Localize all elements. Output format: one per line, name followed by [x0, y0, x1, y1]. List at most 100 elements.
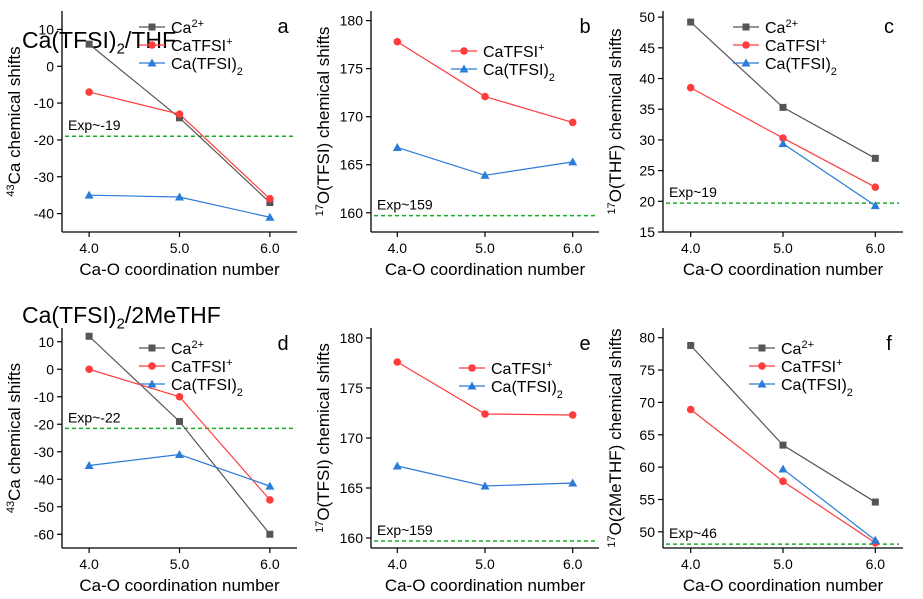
legend-label-sup: +: [836, 357, 842, 369]
legend-label-sub: 2: [549, 72, 555, 84]
legend-label-name: CaTFSI: [491, 361, 546, 378]
data-point-catfsi2: [392, 461, 402, 470]
y-axis-label-sup: 43: [5, 501, 17, 513]
x-tick-label: 6.0: [563, 556, 583, 572]
x-axis-label: Ca-O coordination number: [385, 260, 586, 279]
y-tick-label: -60: [34, 526, 54, 542]
data-point-catfsi: [779, 477, 787, 486]
legend-marker-catfsi: [148, 362, 156, 370]
y-tick-label: 160: [340, 205, 364, 221]
panel-c: 50 45 40 35 30 25 20 15 4.0 5.0 6.0 Ca-O coordinati…: [606, 9, 903, 279]
series-line-catfsi2: [89, 453, 271, 487]
legend-label-catfsi2: Ca(TFSI)2: [171, 377, 243, 399]
y-tick-label: 10: [38, 334, 54, 350]
data-point-catfsi: [85, 88, 93, 96]
legend-marker-catfsi: [460, 47, 468, 55]
data-point-catfsi2: [265, 481, 275, 490]
legend-label-sup: +: [820, 36, 826, 48]
y-axis-label-text: Ca chemical shifts: [5, 46, 24, 184]
data-point-ca2: [85, 332, 93, 340]
y-tick-label: 180: [340, 13, 364, 29]
panel-letter: b: [579, 16, 590, 38]
y-tick-label: 20: [639, 193, 655, 209]
legend-label-sup: 2+: [785, 18, 798, 30]
legend-marker-catfsi: [758, 362, 766, 370]
legend-label-name: Ca: [781, 341, 802, 358]
y-tick-label: 80: [639, 330, 655, 346]
exp-reference-label: Exp~159: [377, 522, 433, 538]
x-tick-label: 6.0: [260, 240, 280, 256]
legend-label-name: CaTFSI: [171, 359, 226, 376]
legend-label-sup: 2+: [801, 339, 814, 351]
legend-label-sup: +: [226, 357, 232, 369]
legend-label-name: CaTFSI: [171, 38, 226, 55]
legend-label-name: Ca(TFSI): [765, 56, 831, 73]
legend-label-sub: 2: [237, 387, 243, 399]
group-title-2methf-sub: 2: [116, 315, 125, 333]
panel-f: 80 75 70 65 60 55 50 4.0 5.0 6.0 Ca-O coordination…: [606, 328, 903, 595]
legend-label-name: CaTFSI: [781, 359, 836, 376]
legend-marker-catfsi: [468, 364, 476, 372]
legend-marker-catfsi2: [741, 58, 751, 67]
data-point-catfsi2: [84, 190, 94, 199]
x-tick-label: 5.0: [170, 556, 190, 572]
x-tick-label: 4.0: [79, 556, 99, 572]
legend-label-sup: 2+: [191, 339, 204, 351]
x-tick-label: 5.0: [475, 240, 495, 256]
y-tick-label: 55: [639, 491, 655, 507]
y-axis-label-text: O(THF) chemical shifts: [606, 28, 625, 202]
series-line-catfsi2: [782, 143, 876, 207]
group-title-2methf-text: Ca(TFSI): [22, 302, 117, 328]
legend-label-catfsi: CaTFSI+: [483, 42, 545, 61]
y-tick-label: 175: [340, 61, 364, 77]
legend-label-catfsi2: Ca(TFSI)2: [781, 377, 853, 399]
data-point-catfsi2: [480, 481, 490, 490]
x-tick-label: 6.0: [260, 556, 280, 572]
y-tick-label: 70: [639, 394, 655, 410]
legend-marker-ca2: [742, 23, 750, 31]
data-point-catfsi2: [568, 478, 578, 487]
data-point-catfsi: [85, 365, 93, 374]
y-tick-label: 60: [639, 459, 655, 475]
data-point-catfsi2: [568, 157, 578, 166]
y-tick-label: -30: [34, 444, 54, 460]
legend-marker-catfsi2: [147, 379, 157, 388]
legend-label-ca2: Ca2+: [781, 339, 814, 358]
group-title-thf-sub: 2: [116, 40, 125, 58]
y-axis-label: 17O(THF) chemical shifts: [606, 28, 625, 214]
data-point-catfsi: [175, 392, 184, 401]
group-title-2methf: Ca(TFSI)2/2MeTHF: [22, 302, 221, 333]
data-point-ca2: [687, 18, 695, 26]
y-tick-label: -10: [34, 389, 54, 405]
legend-label-catfsi2: Ca(TFSI)2: [765, 56, 837, 78]
series-line-catfsi2: [782, 468, 876, 541]
x-tick-label: 5.0: [170, 240, 190, 256]
x-tick-label: 6.0: [563, 240, 583, 256]
x-axis-label: Ca-O coordination number: [683, 576, 884, 595]
data-point-ca2: [176, 418, 183, 425]
data-point-catfsi2: [392, 142, 402, 151]
legend-label-sub: 2: [237, 66, 243, 78]
x-axis-label: Ca-O coordination number: [683, 260, 884, 279]
data-point-catfsi: [871, 183, 880, 191]
x-axis-label: Ca-O coordination number: [79, 260, 280, 279]
exp-reference-label: Exp~159: [377, 197, 433, 213]
legend-label-sup: +: [226, 36, 232, 48]
legend-label-name: Ca(TFSI): [483, 62, 549, 79]
legend-marker-catfsi2: [757, 379, 767, 388]
y-axis-label: 43Ca chemical shifts: [5, 363, 24, 513]
panel-e: 180 175 170 165 160 4.0 5.0 6.0 Ca-O coordinatio…: [314, 328, 599, 595]
legend-label-sup: +: [538, 42, 544, 54]
data-point-catfsi2: [870, 535, 880, 544]
legend-marker-catfsi: [148, 41, 156, 49]
exp-reference-label: Exp~19: [669, 184, 717, 200]
legend-label-name: Ca: [171, 20, 192, 37]
group-title-thf-tail: /THF: [124, 27, 177, 53]
x-tick-label: 6.0: [866, 556, 886, 572]
data-point-catfsi2: [175, 192, 184, 201]
x-axis-label: Ca-O coordination number: [385, 576, 586, 595]
y-tick-label: -40: [34, 206, 54, 222]
data-point-catfsi2: [778, 139, 788, 148]
y-axis-label-text: O(2MeTHF) chemical shifts: [606, 328, 625, 535]
legend-label-catfsi: CaTFSI+: [171, 36, 233, 55]
